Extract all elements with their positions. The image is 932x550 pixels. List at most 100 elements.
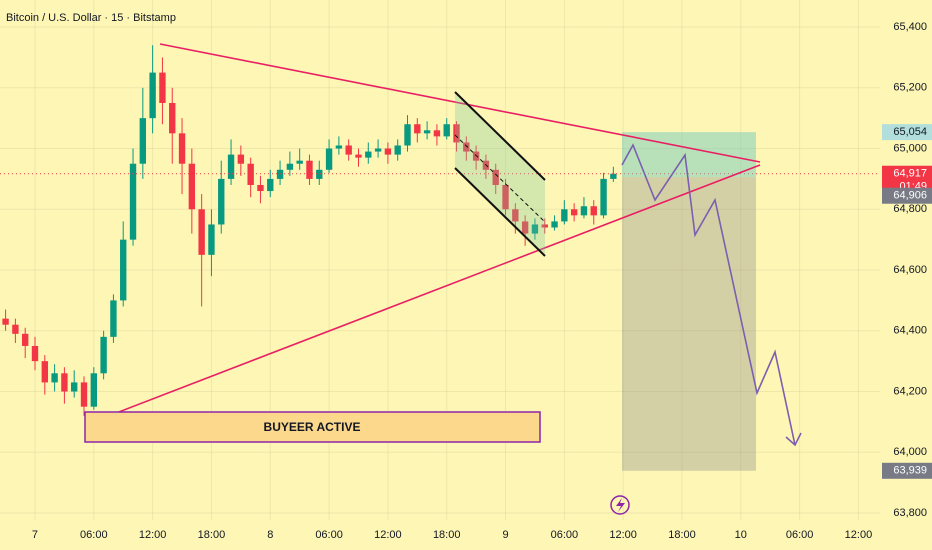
projection-arrow bbox=[785, 432, 802, 447]
candle-body bbox=[394, 145, 401, 155]
x-tick-label: 12:00 bbox=[374, 529, 402, 541]
x-tick-label: 7 bbox=[32, 529, 38, 541]
x-tick-label: 06:00 bbox=[551, 529, 579, 541]
candle-body bbox=[521, 221, 529, 234]
candle-body bbox=[178, 133, 186, 164]
chart-title: Bitcoin / U.S. Dollar · 15 · Bitstamp bbox=[6, 12, 176, 24]
channel-line bbox=[454, 167, 546, 257]
candle-body bbox=[551, 221, 558, 228]
candle-body bbox=[374, 148, 382, 152]
candle-body bbox=[531, 224, 539, 234]
y-tick-label: 65,200 bbox=[893, 82, 927, 94]
x-tick-label: 18:00 bbox=[668, 529, 696, 541]
candle-body bbox=[227, 154, 235, 179]
candle-body bbox=[600, 178, 607, 216]
candle-body bbox=[423, 130, 431, 134]
price-label: 64,917 bbox=[893, 168, 927, 180]
x-tick-label: 06:00 bbox=[315, 529, 343, 541]
candle-body bbox=[541, 224, 548, 228]
triangle-upper bbox=[159, 43, 761, 163]
candle-body bbox=[492, 169, 499, 185]
candle-body bbox=[355, 154, 362, 158]
price-axis bbox=[880, 0, 932, 550]
candle-body bbox=[149, 72, 156, 119]
candle-body bbox=[120, 239, 127, 301]
candle-body bbox=[90, 373, 97, 407]
price-label-box bbox=[882, 124, 932, 141]
x-tick-label: 10 bbox=[735, 529, 747, 541]
y-tick-label: 63,800 bbox=[893, 507, 927, 519]
y-tick-label: 65,400 bbox=[893, 21, 927, 33]
candle-body bbox=[590, 206, 597, 216]
x-tick-label: 18:00 bbox=[433, 529, 461, 541]
candle-body bbox=[208, 224, 215, 255]
axes: 63,800 64,000 64,200 64,400 64,600 64,800 65,0… bbox=[32, 21, 932, 541]
candles bbox=[0, 45, 880, 416]
candle-body bbox=[61, 373, 68, 392]
candle-body bbox=[610, 173, 617, 179]
y-tick-label: 64,200 bbox=[893, 385, 927, 397]
candle-body bbox=[41, 361, 48, 383]
price-label-box bbox=[882, 187, 932, 204]
candle-body bbox=[237, 154, 245, 164]
x-tick-label: 18:00 bbox=[198, 529, 226, 541]
lightning-bolt bbox=[616, 498, 625, 512]
price-label: 63,939 bbox=[893, 465, 927, 477]
x-tick-label: 06:00 bbox=[786, 529, 814, 541]
candle-body bbox=[453, 124, 460, 143]
y-tick-label: 64,600 bbox=[893, 264, 927, 276]
candle-body bbox=[296, 160, 303, 164]
y-tick-label: 64,000 bbox=[893, 446, 927, 458]
candle-body bbox=[443, 124, 450, 137]
buyer-zone-label: BUYEER ACTIVE bbox=[264, 420, 361, 434]
candle-body bbox=[472, 151, 480, 161]
x-tick-label: 12:00 bbox=[139, 529, 167, 541]
candle-body bbox=[502, 184, 509, 210]
candle-body bbox=[404, 124, 411, 146]
candle-body bbox=[12, 324, 19, 334]
candle-body bbox=[384, 148, 392, 155]
candle-body bbox=[188, 163, 196, 210]
candle-body bbox=[365, 151, 372, 158]
candle-body bbox=[463, 142, 470, 152]
buyer-zone bbox=[84, 411, 541, 443]
x-tick-label: 8 bbox=[267, 529, 273, 541]
candle-body bbox=[345, 145, 352, 155]
candle-body bbox=[110, 300, 117, 337]
candle-body bbox=[139, 118, 147, 164]
candle-body bbox=[31, 345, 39, 362]
price-label: 64,906 bbox=[893, 190, 927, 202]
lightning-icon bbox=[610, 495, 630, 515]
candle-body bbox=[433, 130, 441, 137]
candle-body bbox=[129, 163, 137, 240]
candle-body bbox=[276, 169, 284, 179]
candle-body bbox=[22, 333, 29, 346]
x-tick-label: 06:00 bbox=[80, 529, 108, 541]
candle-body bbox=[335, 145, 343, 149]
price-label: 65,054 bbox=[893, 126, 927, 138]
channel-fill bbox=[455, 92, 545, 256]
candle-body bbox=[51, 373, 58, 383]
candle-body bbox=[561, 209, 568, 222]
candle-body bbox=[169, 102, 176, 134]
candle-body bbox=[80, 382, 88, 407]
x-tick-label: 9 bbox=[502, 529, 508, 541]
triangle-lower bbox=[84, 164, 761, 426]
candle-body bbox=[580, 206, 588, 216]
candle-body bbox=[414, 124, 421, 134]
candle-body bbox=[267, 178, 274, 192]
candle-body bbox=[218, 178, 225, 225]
candle-body bbox=[325, 148, 333, 170]
x-tick-label: 12:00 bbox=[845, 529, 873, 541]
stop-box bbox=[622, 177, 756, 471]
candle-body bbox=[198, 209, 205, 255]
drawings: BUYEER ACTIVE bbox=[84, 43, 802, 515]
price-label-box bbox=[882, 462, 932, 479]
candle-body bbox=[159, 72, 166, 103]
candle-body bbox=[316, 169, 323, 179]
candle-body bbox=[2, 318, 9, 325]
candle-body bbox=[512, 209, 519, 222]
y-tick-label: 64,800 bbox=[893, 203, 927, 215]
